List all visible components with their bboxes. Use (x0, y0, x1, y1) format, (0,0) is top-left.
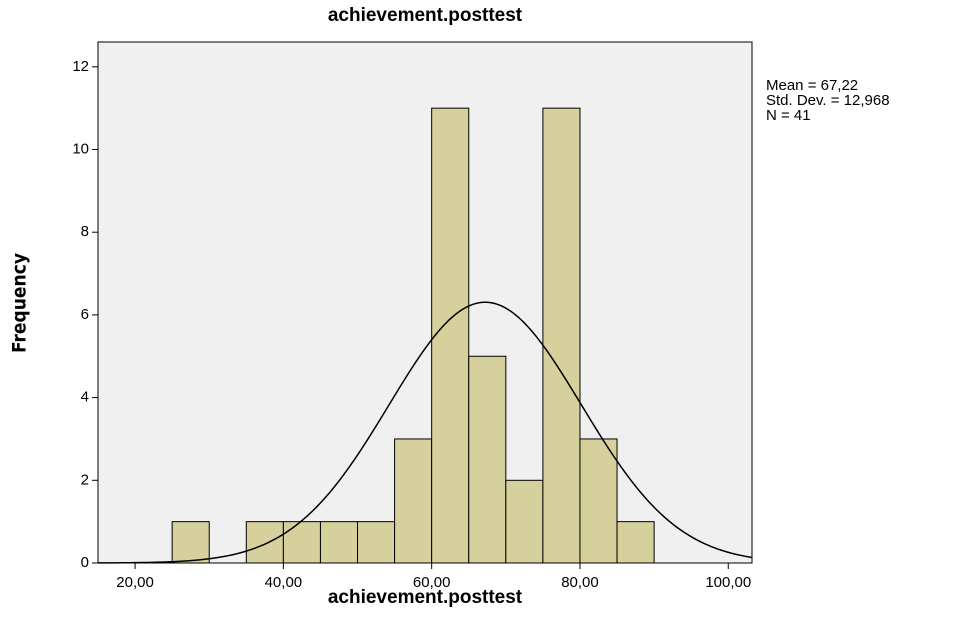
x-tick-label: 20,00 (116, 574, 154, 591)
x-tick-label: 40,00 (265, 574, 303, 591)
bar (171, 521, 210, 564)
bar (245, 521, 284, 564)
bar (579, 438, 618, 564)
bar (505, 479, 544, 564)
stat-label: Mean = 67,22 (766, 77, 858, 94)
y-tick-label: 4 (81, 389, 89, 406)
y-tick-label: 10 (72, 140, 89, 157)
bar (282, 521, 321, 564)
bar (394, 438, 433, 564)
y-tick-label: 6 (81, 306, 89, 323)
stat-label: Std. Dev. = 12,968 (766, 92, 890, 109)
bar (319, 521, 359, 564)
stat-label: N = 41 (766, 107, 811, 124)
x-axis-label: achievement.posttest (328, 587, 523, 608)
chart-title: achievement.posttest (328, 5, 523, 26)
y-tick-label: 12 (72, 58, 89, 75)
x-tick-label: 100,00 (705, 574, 751, 591)
y-tick-label: 0 (81, 554, 89, 571)
x-tick-label: 60,00 (413, 574, 451, 591)
bar (542, 107, 581, 564)
bar (357, 521, 396, 564)
bar (431, 107, 470, 564)
bar (616, 521, 655, 564)
y-axis-label: Frequency (9, 253, 31, 353)
normal-curve (97, 301, 753, 564)
bar (468, 355, 507, 564)
y-tick-label: 8 (81, 223, 89, 240)
y-tick-label: 2 (81, 471, 89, 488)
x-tick-label: 80,00 (561, 574, 599, 591)
